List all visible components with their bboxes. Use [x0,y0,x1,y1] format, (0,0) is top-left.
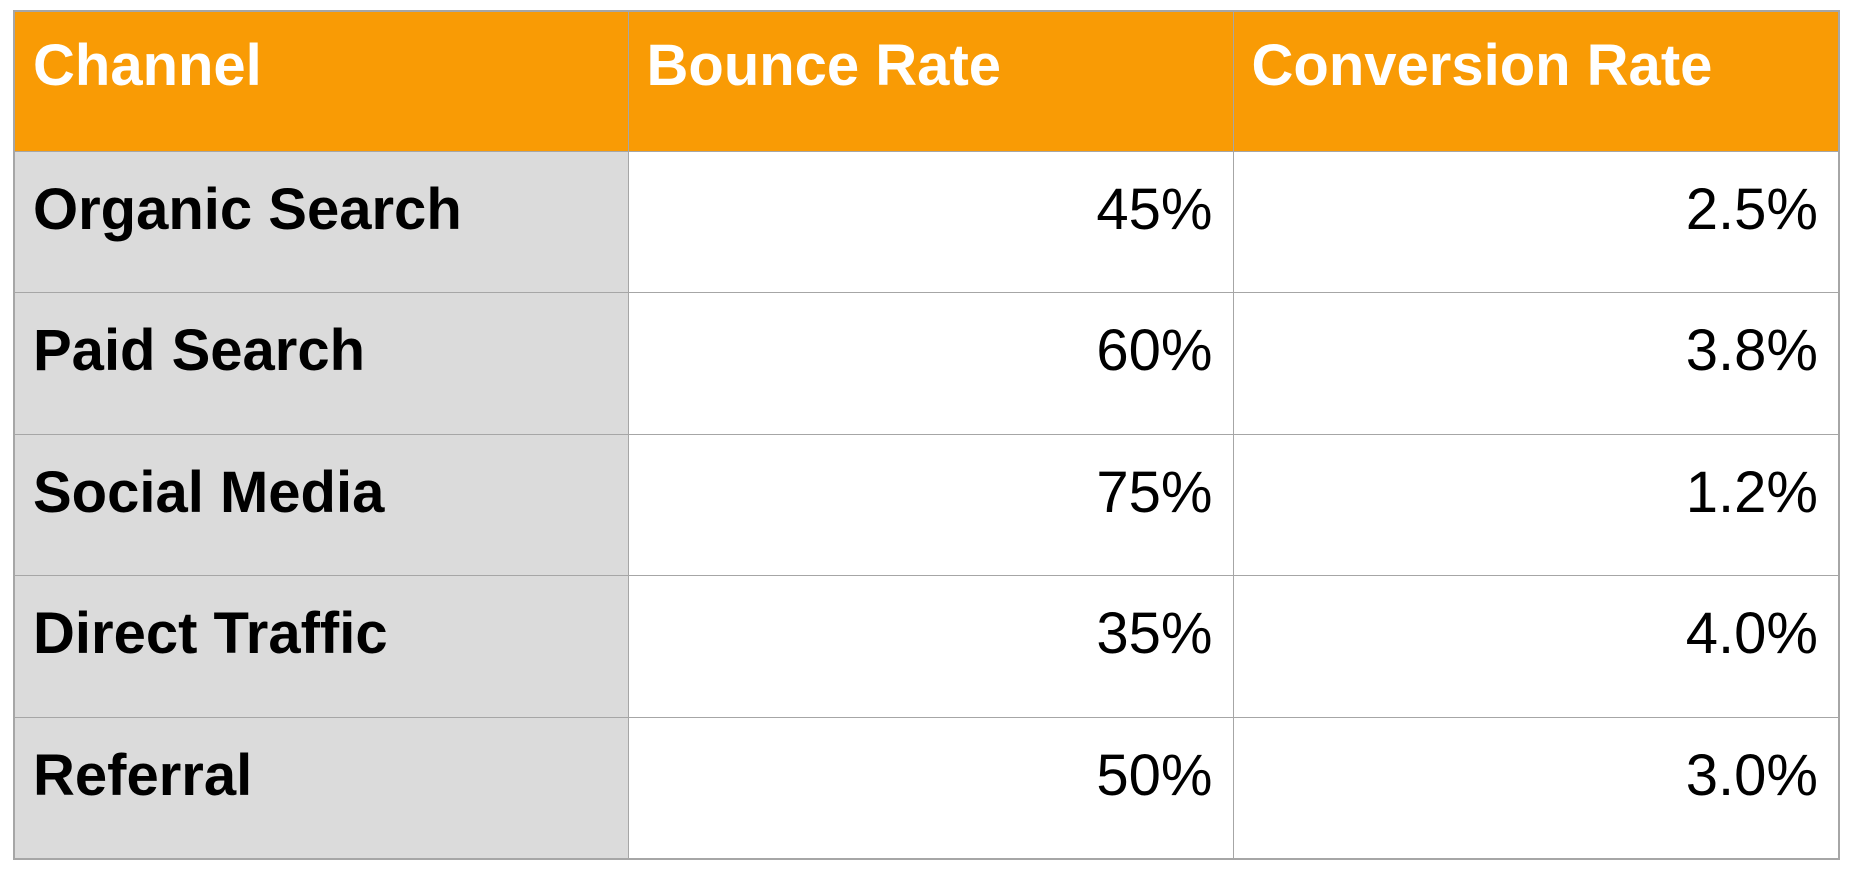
table-row-social-media: Social Media 75% 1.2% [13,433,1840,577]
column-header-bounce-rate: Bounce Rate [627,10,1234,152]
bounce-rate-cell-referral: 50% [627,716,1234,860]
table-row-organic-search: Organic Search 45% 2.5% [13,150,1840,294]
table-row-paid-search: Paid Search 60% 3.8% [13,292,1840,435]
column-header-channel: Channel [13,10,629,152]
row-label-direct-traffic: Direct Traffic [13,575,629,718]
conversion-rate-cell-paid-search: 3.8% [1232,292,1840,435]
conversion-rate-cell-social-media: 1.2% [1232,433,1840,577]
column-header-conversion-rate: Conversion Rate [1232,10,1840,152]
conversion-rate-cell-referral: 3.0% [1232,716,1840,860]
row-label-paid-search: Paid Search [13,292,629,435]
table-header-row: Channel Bounce Rate Conversion Rate [13,10,1840,152]
row-label-social-media: Social Media [13,433,629,577]
row-label-referral: Referral [13,716,629,860]
channel-metrics-table: Channel Bounce Rate Conversion Rate Orga… [13,10,1840,860]
table-row-referral: Referral 50% 3.0% [13,716,1840,860]
bounce-rate-cell-social-media: 75% [627,433,1234,577]
conversion-rate-cell-direct-traffic: 4.0% [1232,575,1840,718]
bounce-rate-cell-paid-search: 60% [627,292,1234,435]
conversion-rate-cell-organic-search: 2.5% [1232,150,1840,294]
table-row-direct-traffic: Direct Traffic 35% 4.0% [13,575,1840,718]
row-label-organic-search: Organic Search [13,150,629,294]
bounce-rate-cell-organic-search: 45% [627,150,1234,294]
bounce-rate-cell-direct-traffic: 35% [627,575,1234,718]
